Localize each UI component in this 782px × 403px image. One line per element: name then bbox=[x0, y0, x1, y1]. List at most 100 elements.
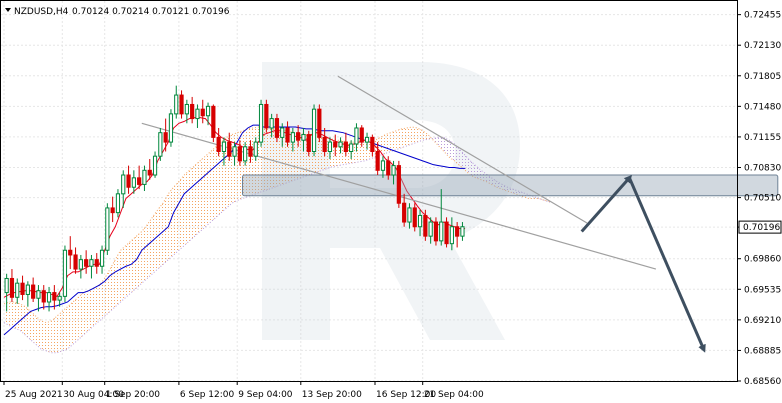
candle-body bbox=[46, 292, 52, 303]
cloud-segment bbox=[401, 127, 407, 148]
candle bbox=[195, 104, 200, 128]
candle-body bbox=[364, 136, 370, 143]
cloud-segment bbox=[507, 187, 513, 193]
price-tick-label: 0.68560 bbox=[744, 377, 781, 387]
candle bbox=[94, 253, 99, 274]
candle-body bbox=[354, 127, 359, 145]
forecast-arrow-2 bbox=[628, 177, 706, 353]
candle-body bbox=[221, 141, 227, 152]
symbol-label: NZDUSD,H4 bbox=[14, 7, 69, 17]
candle-body bbox=[333, 141, 338, 148]
cloud-segment bbox=[396, 128, 402, 150]
candle-body bbox=[248, 146, 253, 157]
cloud-segment bbox=[136, 231, 142, 288]
candle-body bbox=[232, 146, 237, 157]
candle-body bbox=[296, 132, 301, 141]
cloud-segment bbox=[46, 320, 52, 353]
price-tick-label: 0.69860 bbox=[744, 255, 781, 265]
cloud-segment bbox=[205, 151, 211, 227]
cloud-segment bbox=[41, 320, 47, 351]
cloud-segment bbox=[35, 316, 42, 350]
candle bbox=[142, 165, 147, 191]
cloud-segment bbox=[14, 301, 20, 331]
candle-body bbox=[184, 103, 189, 115]
candle bbox=[216, 127, 221, 157]
cloud-segment bbox=[216, 142, 222, 218]
current-price-tag bbox=[738, 220, 782, 234]
cloud-segment bbox=[173, 181, 179, 255]
candle bbox=[31, 277, 36, 302]
candle-body bbox=[317, 108, 322, 138]
candle bbox=[126, 165, 131, 194]
cloud-segment bbox=[72, 297, 79, 345]
price-tick-label: 0.69210 bbox=[744, 316, 781, 326]
candle-body bbox=[99, 249, 105, 267]
candle-body bbox=[105, 207, 110, 251]
cloud-segment bbox=[184, 170, 190, 246]
candle bbox=[20, 275, 25, 301]
candle bbox=[243, 142, 248, 166]
cloud-segment bbox=[131, 236, 137, 293]
cloud-segment bbox=[459, 149, 466, 171]
watermark-logo bbox=[262, 62, 520, 340]
cloud-segment bbox=[57, 311, 63, 353]
candle-body bbox=[20, 282, 25, 295]
candle-body bbox=[200, 108, 205, 117]
candle-body bbox=[423, 214, 428, 237]
candle bbox=[78, 254, 83, 279]
cloud-segment bbox=[94, 285, 100, 326]
plot-frame bbox=[0, 0, 738, 382]
candle-body bbox=[211, 105, 216, 138]
cloud-segment bbox=[67, 301, 73, 350]
cloud-segment bbox=[300, 133, 307, 178]
candle bbox=[311, 104, 317, 157]
cloud-segment bbox=[406, 127, 413, 146]
candle bbox=[322, 127, 327, 157]
candle bbox=[433, 217, 439, 246]
candle bbox=[386, 156, 391, 180]
candle bbox=[99, 245, 105, 274]
candle bbox=[174, 85, 179, 119]
forecast-arrow-1 bbox=[580, 174, 633, 233]
candle bbox=[280, 123, 285, 147]
price-tick-label: 0.71155 bbox=[744, 133, 781, 143]
cloud-segment bbox=[433, 137, 439, 146]
candle bbox=[9, 269, 15, 302]
candle bbox=[285, 121, 290, 147]
candle-body bbox=[84, 259, 89, 267]
candle-body bbox=[402, 202, 407, 223]
candle bbox=[338, 137, 343, 154]
candle bbox=[407, 203, 412, 229]
time-tick-label: 13 Sep 20:00 bbox=[302, 390, 362, 400]
candle-body bbox=[349, 143, 354, 152]
candle-body bbox=[359, 127, 364, 143]
candle-body bbox=[258, 103, 264, 143]
candle-body bbox=[94, 259, 99, 267]
candle-body bbox=[407, 207, 412, 223]
candle bbox=[417, 209, 423, 237]
candle bbox=[200, 99, 205, 124]
cloud-segment bbox=[221, 137, 227, 213]
candlesticks bbox=[4, 85, 465, 312]
cloud-segment bbox=[194, 160, 201, 237]
dropdown-triangle-icon[interactable] bbox=[5, 8, 11, 12]
candle bbox=[46, 286, 52, 312]
candle-body bbox=[375, 150, 380, 171]
candle-body bbox=[174, 94, 179, 115]
price-tick-label: 0.71805 bbox=[744, 72, 781, 82]
candle bbox=[449, 217, 454, 251]
candle-body bbox=[338, 141, 343, 148]
forecast-arrows bbox=[580, 174, 706, 353]
price-tick-label: 0.69535 bbox=[744, 285, 781, 295]
candle bbox=[4, 273, 9, 312]
candle bbox=[73, 247, 78, 274]
time-tick-label: 1 Sep 20:00 bbox=[106, 390, 161, 400]
candle bbox=[158, 127, 163, 161]
candle-body bbox=[274, 118, 280, 138]
candle bbox=[25, 281, 30, 307]
candle bbox=[343, 132, 348, 157]
candle-body bbox=[62, 249, 68, 297]
candle bbox=[460, 222, 465, 241]
candle-body bbox=[227, 141, 232, 157]
